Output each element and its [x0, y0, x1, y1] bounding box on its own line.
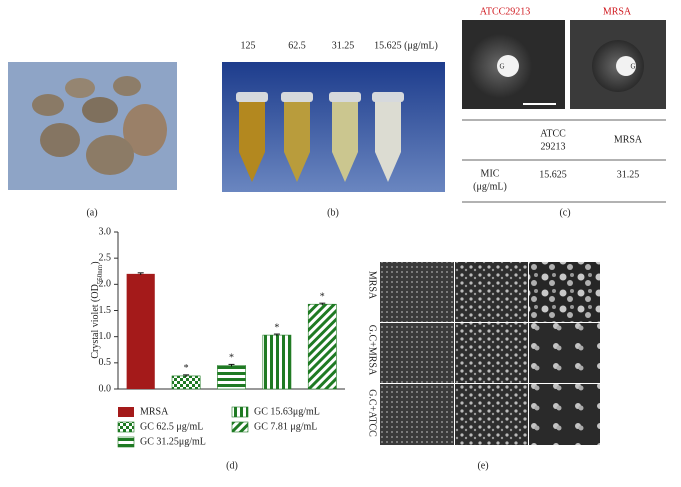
bar: [217, 365, 246, 390]
legend-label: GC 7.81 μg/mL: [254, 421, 317, 432]
bar: [307, 303, 337, 390]
table-header: 29213: [541, 141, 566, 152]
bar: [171, 375, 201, 390]
table-cell: (μg/mL): [473, 181, 507, 192]
bar: [126, 273, 155, 389]
significance: *: [274, 322, 279, 333]
image-title: MRSA: [603, 6, 632, 17]
photo-c: [462, 20, 666, 109]
concentration: 15.625 (μg/mL): [374, 40, 438, 51]
panel-label: (c): [559, 207, 570, 218]
concentration: 62.5: [288, 40, 306, 51]
legend-label: GC 15.63μg/mL: [254, 406, 320, 417]
table-cell: MIC: [481, 168, 500, 179]
significance: *: [184, 363, 189, 374]
y-label-sub: 550nm: [96, 264, 104, 284]
concentration: 125: [241, 40, 256, 51]
y-tick-label: 2.5: [99, 252, 112, 263]
row-label: MRSA: [367, 271, 378, 300]
legend-label: MRSA: [140, 406, 169, 417]
y-axis-label: Crystal violet (OD550nm): [90, 261, 103, 358]
legend-label: GC 31.25μg/mL: [140, 436, 206, 447]
legend-swatch: [118, 407, 134, 417]
bar: [262, 334, 292, 390]
sem-grid: [380, 262, 600, 445]
significance: *: [229, 353, 234, 364]
legend-label: GC 62.5 μg/mL: [140, 421, 203, 432]
y-tick-label: 0.5: [99, 357, 112, 368]
table-header: MRSA: [614, 134, 643, 145]
table-header: ATCC: [540, 128, 566, 139]
legend-swatch: [231, 421, 249, 433]
panel-label: (a): [86, 207, 97, 218]
panel-label: (e): [477, 460, 488, 471]
photo-a: [8, 62, 177, 190]
y-tick-label: 3.0: [99, 226, 112, 237]
y-tick-label: 1.0: [99, 331, 112, 342]
image-mark: G: [630, 63, 635, 71]
row-label: G.C+MRSA: [367, 325, 378, 376]
bar-chart: Crystal violet (OD550nm) 0.0 0.5 1.0 1.5 2.0…: [90, 226, 345, 448]
legend-swatch: [231, 406, 249, 418]
y-label-text: Crystal violet (OD: [90, 284, 101, 358]
table-cell: 15.625: [539, 169, 567, 180]
photo-b: [222, 62, 445, 192]
legend-swatch: [117, 421, 135, 433]
row-label: G.C+ATCC: [367, 389, 378, 437]
panel-label: (b): [327, 207, 339, 218]
image-title: ATCC29213: [480, 6, 531, 17]
significance: *: [320, 291, 325, 302]
y-label-end: ): [90, 261, 101, 264]
y-tick-label: 0.0: [99, 383, 112, 394]
y-tick-label: 2.0: [99, 279, 112, 290]
panel-label: (d): [226, 460, 238, 471]
legend-swatch: [117, 436, 135, 448]
table-cell: 31.25: [617, 169, 640, 180]
image-mark: G: [499, 63, 504, 71]
y-tick-label: 1.5: [99, 305, 112, 316]
table-rules: [462, 119, 666, 203]
concentration: 31.25: [332, 40, 355, 51]
